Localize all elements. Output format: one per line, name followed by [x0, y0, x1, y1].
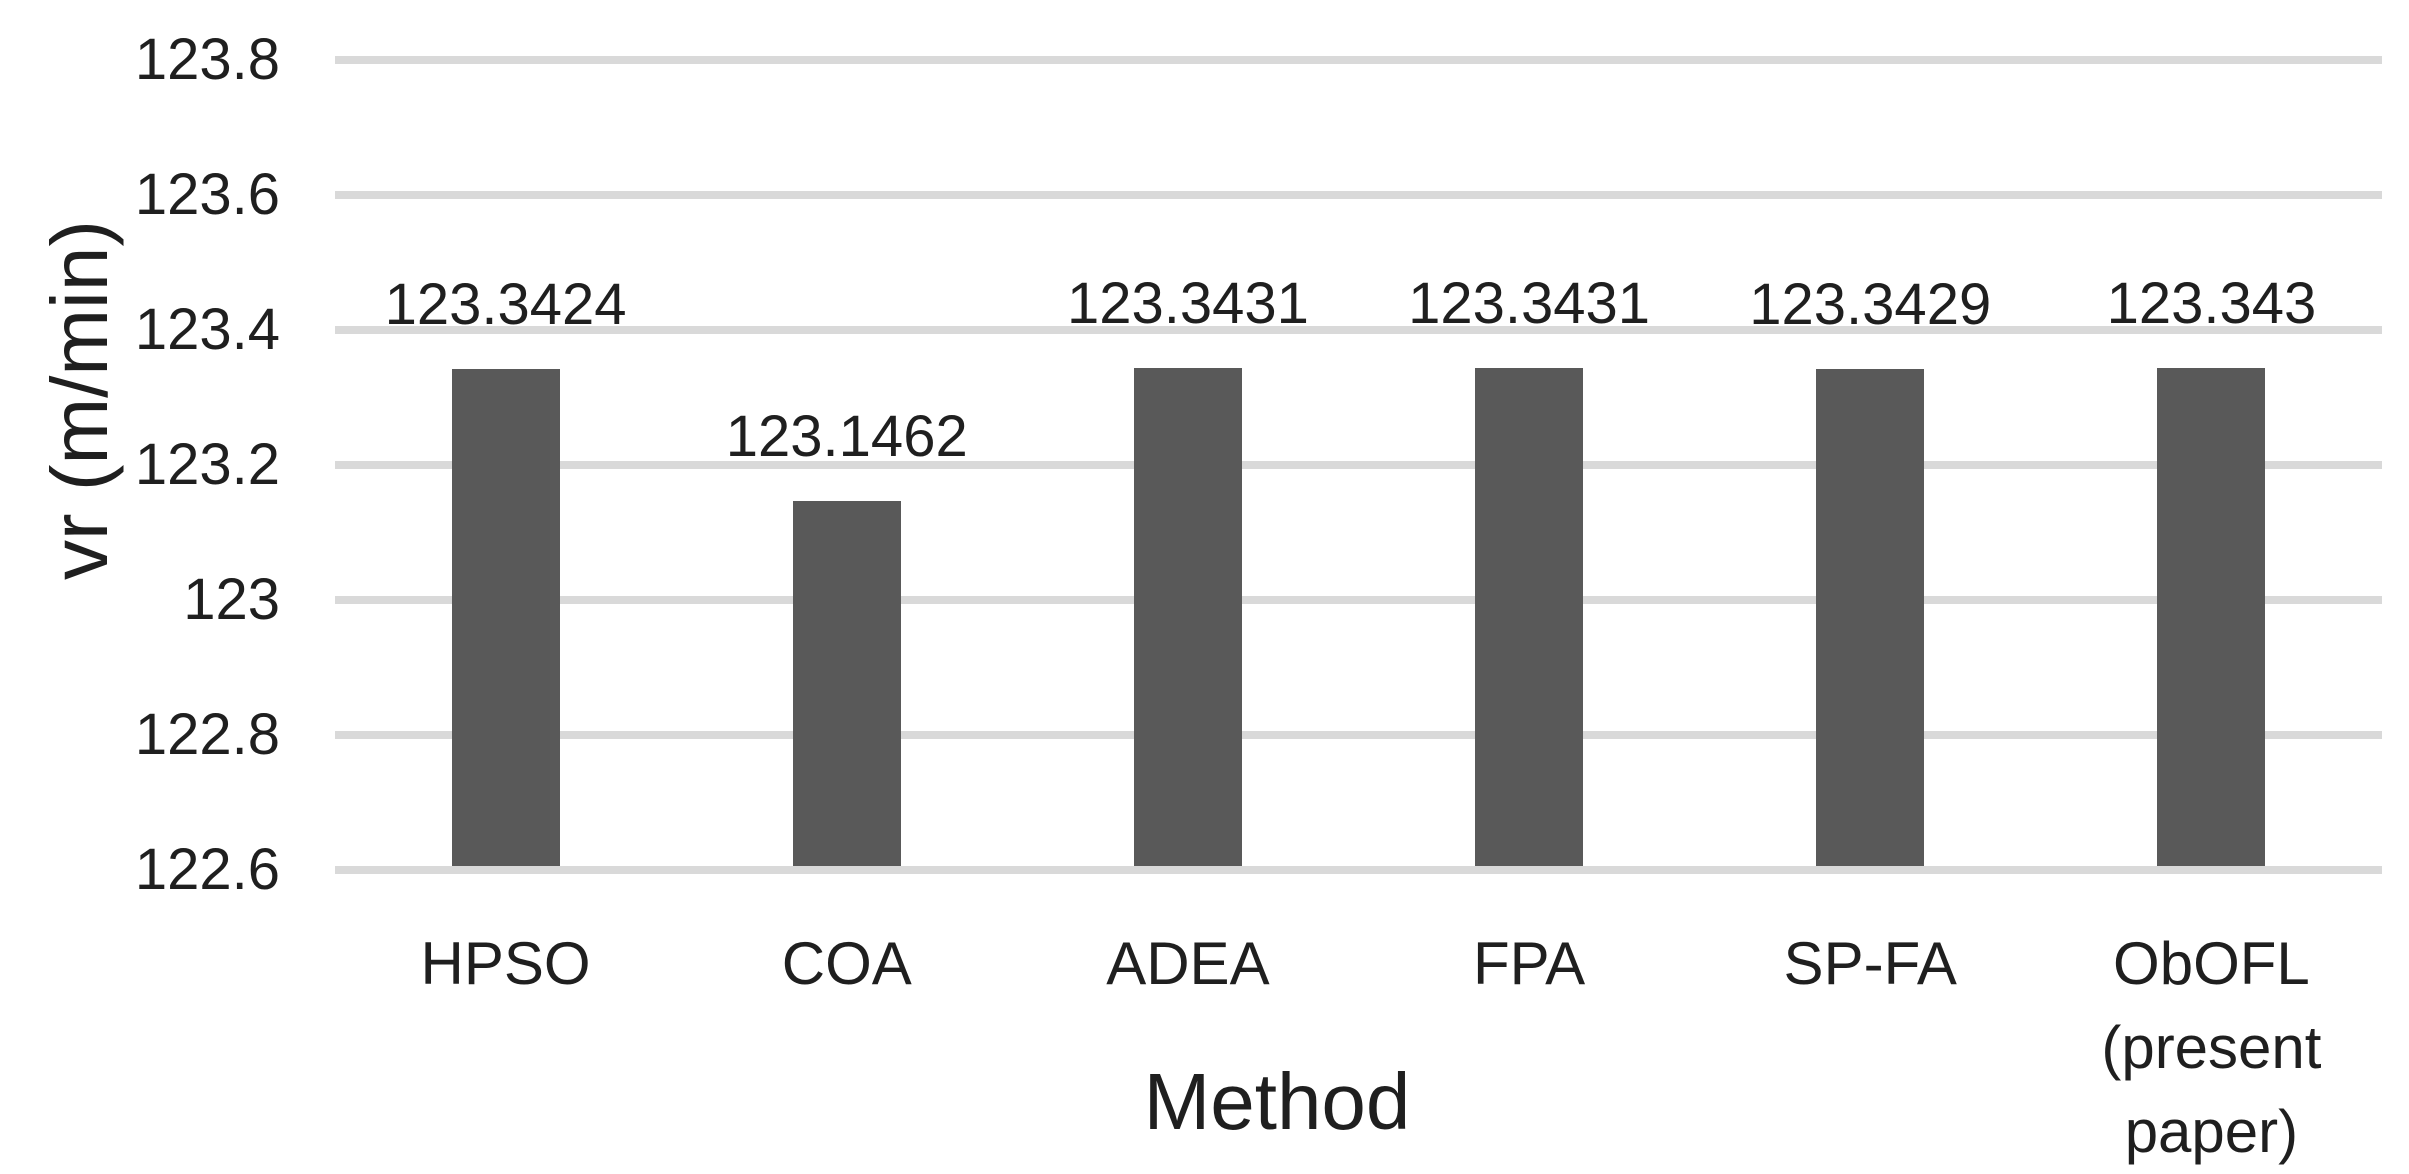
y-tick-label: 123.2: [134, 432, 280, 497]
x-axis-line: [335, 866, 2382, 874]
x-category-label: FPA: [1472, 930, 1586, 997]
bar-value-label: 123.343: [2106, 271, 2317, 337]
y-tick-label: 122.6: [134, 837, 280, 902]
bar: [1133, 368, 1242, 866]
bar: [1816, 368, 1925, 866]
gridline: [335, 191, 2382, 199]
x-category-label: SP-FA: [1783, 930, 1957, 997]
bar-value-label: 123.1462: [725, 404, 968, 470]
gridline: [335, 56, 2382, 64]
x-axis-title: Method: [1143, 1057, 1411, 1146]
bar-value-label: 123.3431: [1066, 271, 1309, 337]
x-category-label: ObOFL (present paper): [2101, 930, 2322, 1165]
y-axis-title: vr (m/min): [35, 220, 124, 580]
gridline: [335, 731, 2382, 739]
bar-value-label: 123.3429: [1749, 271, 1992, 337]
gridline: [335, 461, 2382, 469]
x-category-label: HPSO: [420, 930, 591, 997]
bar: [792, 501, 901, 866]
y-tick-label: 123.6: [134, 162, 280, 227]
x-category-label: COA: [781, 930, 912, 997]
x-category-label: ADEA: [1106, 930, 1270, 997]
y-tick-label: 122.8: [134, 702, 280, 767]
bar: [2157, 368, 2266, 866]
y-tick-label: 123.4: [134, 297, 280, 362]
gridline: [335, 326, 2382, 334]
gridline: [335, 596, 2382, 604]
y-tick-label: 123: [183, 567, 280, 632]
bar-value-label: 123.3424: [384, 271, 627, 337]
bar-value-label: 123.3431: [1408, 271, 1651, 337]
y-tick-label: 123.8: [134, 27, 280, 92]
bar: [1475, 368, 1584, 866]
bar: [451, 368, 560, 866]
